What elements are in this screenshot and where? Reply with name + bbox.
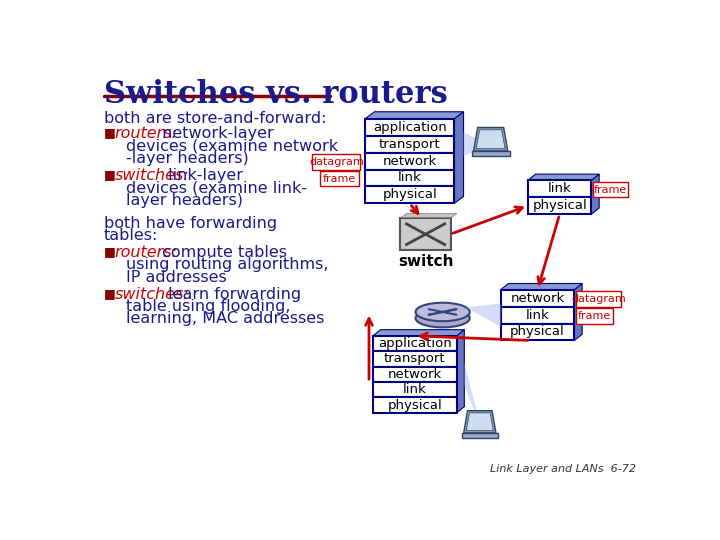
Text: IP addresses: IP addresses bbox=[126, 269, 226, 285]
Text: network: network bbox=[382, 154, 437, 167]
FancyBboxPatch shape bbox=[373, 382, 456, 397]
Text: link: link bbox=[548, 183, 572, 195]
FancyBboxPatch shape bbox=[500, 307, 575, 323]
Text: ■: ■ bbox=[104, 287, 116, 300]
Text: Link Layer and LANs  6-72: Link Layer and LANs 6-72 bbox=[490, 464, 636, 475]
Text: ■: ■ bbox=[104, 126, 116, 139]
FancyBboxPatch shape bbox=[593, 182, 628, 197]
FancyBboxPatch shape bbox=[373, 367, 456, 382]
Text: switches:: switches: bbox=[114, 287, 189, 301]
Text: datagram: datagram bbox=[309, 157, 364, 167]
Ellipse shape bbox=[415, 309, 469, 327]
Text: link: link bbox=[526, 308, 549, 321]
Text: application: application bbox=[378, 337, 451, 350]
Polygon shape bbox=[365, 112, 464, 119]
Text: both have forwarding: both have forwarding bbox=[104, 215, 277, 231]
Text: physical: physical bbox=[387, 399, 442, 411]
FancyBboxPatch shape bbox=[500, 289, 575, 307]
Polygon shape bbox=[472, 151, 510, 156]
Polygon shape bbox=[462, 433, 498, 438]
Polygon shape bbox=[474, 127, 508, 151]
FancyBboxPatch shape bbox=[373, 397, 456, 413]
FancyBboxPatch shape bbox=[373, 336, 456, 351]
Text: tables:: tables: bbox=[104, 228, 158, 243]
Text: both are store-and-forward:: both are store-and-forward: bbox=[104, 111, 326, 126]
Text: transport: transport bbox=[379, 138, 441, 151]
FancyBboxPatch shape bbox=[400, 218, 451, 251]
Polygon shape bbox=[500, 284, 582, 289]
Text: network: network bbox=[510, 292, 564, 305]
Text: devices (examine link-: devices (examine link- bbox=[126, 180, 307, 195]
Polygon shape bbox=[466, 303, 500, 327]
Polygon shape bbox=[373, 330, 464, 336]
Text: frame: frame bbox=[323, 174, 356, 184]
Polygon shape bbox=[464, 132, 493, 156]
Text: -layer headers): -layer headers) bbox=[126, 151, 248, 166]
Text: using routing algorithms,: using routing algorithms, bbox=[126, 257, 328, 272]
Text: switch: switch bbox=[398, 254, 454, 269]
Text: layer headers): layer headers) bbox=[126, 193, 243, 207]
Polygon shape bbox=[528, 174, 599, 180]
FancyBboxPatch shape bbox=[312, 154, 361, 170]
Text: learn forwarding: learn forwarding bbox=[163, 287, 301, 301]
Ellipse shape bbox=[415, 303, 469, 321]
Text: routers:: routers: bbox=[114, 245, 178, 260]
Text: devices (examine network: devices (examine network bbox=[126, 139, 338, 154]
FancyBboxPatch shape bbox=[528, 180, 591, 197]
Text: physical: physical bbox=[532, 199, 587, 212]
Polygon shape bbox=[456, 330, 464, 413]
Text: frame: frame bbox=[578, 311, 611, 321]
Polygon shape bbox=[575, 284, 582, 340]
Text: compute tables: compute tables bbox=[158, 245, 287, 260]
Text: physical: physical bbox=[510, 326, 565, 339]
FancyBboxPatch shape bbox=[528, 197, 591, 214]
Text: frame: frame bbox=[594, 185, 627, 194]
Text: datagram: datagram bbox=[571, 294, 626, 304]
FancyBboxPatch shape bbox=[320, 171, 359, 186]
Text: routers:: routers: bbox=[114, 126, 178, 141]
FancyBboxPatch shape bbox=[373, 351, 456, 367]
Text: link: link bbox=[398, 172, 422, 185]
Text: learning, MAC addresses: learning, MAC addresses bbox=[126, 311, 324, 326]
Text: application: application bbox=[373, 120, 446, 134]
Text: network-layer: network-layer bbox=[158, 126, 274, 141]
Text: ■: ■ bbox=[104, 245, 116, 258]
Text: table using flooding,: table using flooding, bbox=[126, 299, 290, 314]
Text: transport: transport bbox=[384, 353, 446, 366]
Polygon shape bbox=[477, 130, 505, 148]
Polygon shape bbox=[464, 411, 496, 433]
FancyBboxPatch shape bbox=[365, 153, 454, 170]
FancyBboxPatch shape bbox=[365, 136, 454, 153]
Text: link-layer: link-layer bbox=[163, 168, 243, 183]
Text: physical: physical bbox=[382, 188, 437, 201]
FancyBboxPatch shape bbox=[365, 170, 454, 186]
Text: ■: ■ bbox=[104, 168, 116, 181]
FancyBboxPatch shape bbox=[576, 308, 613, 323]
FancyBboxPatch shape bbox=[500, 323, 575, 340]
Polygon shape bbox=[400, 213, 457, 218]
Text: link: link bbox=[403, 383, 426, 396]
Text: network: network bbox=[387, 368, 442, 381]
FancyBboxPatch shape bbox=[576, 291, 621, 307]
Text: Switches vs. routers: Switches vs. routers bbox=[104, 79, 448, 110]
Polygon shape bbox=[591, 174, 599, 214]
Text: switches:: switches: bbox=[114, 168, 189, 183]
Polygon shape bbox=[464, 363, 482, 428]
Polygon shape bbox=[454, 112, 464, 204]
FancyBboxPatch shape bbox=[365, 119, 454, 136]
FancyBboxPatch shape bbox=[365, 186, 454, 204]
Polygon shape bbox=[467, 413, 493, 430]
